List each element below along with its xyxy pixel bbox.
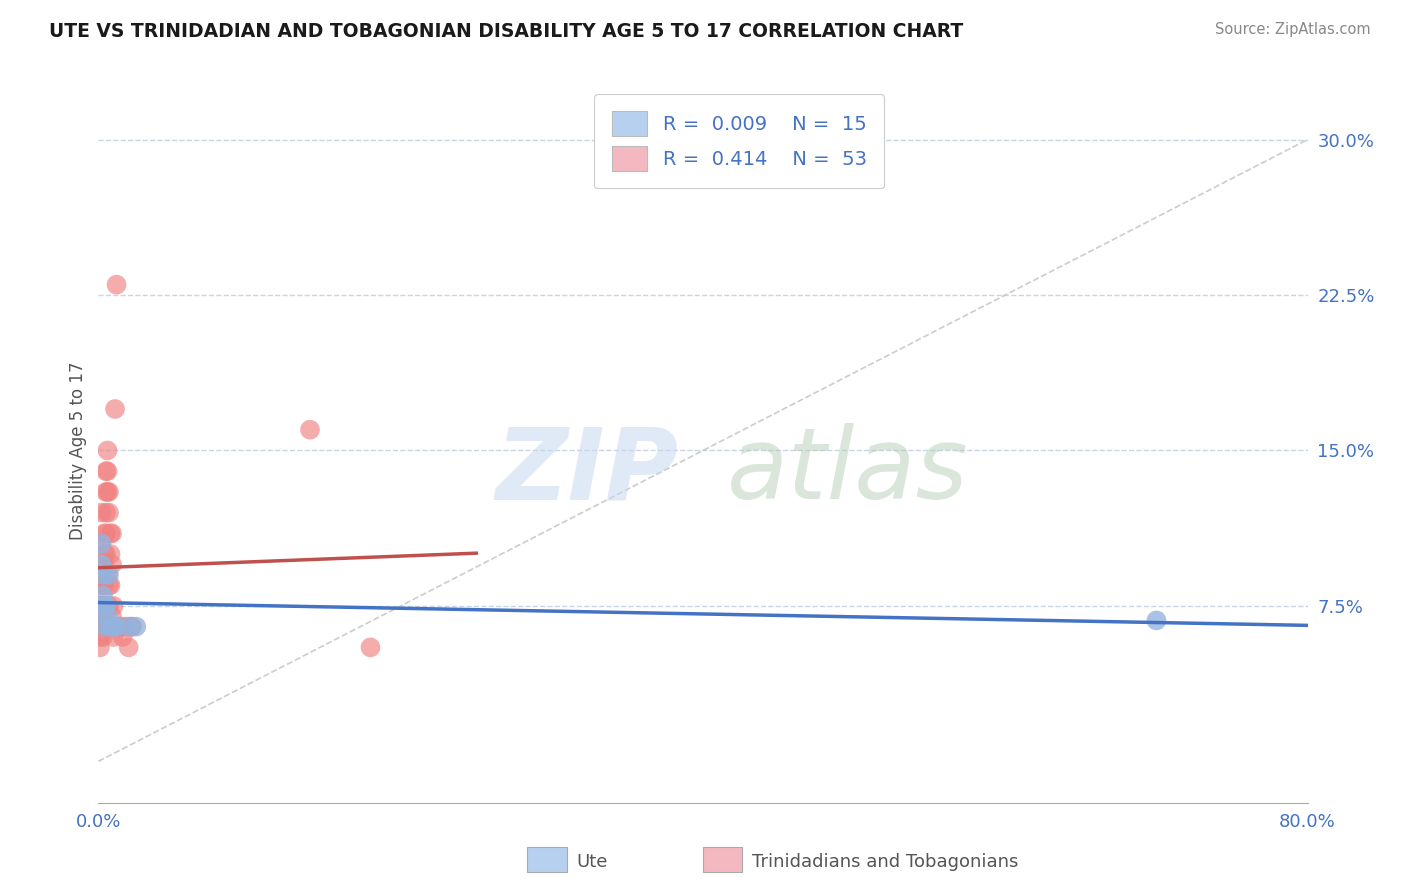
Point — [91, 567, 114, 582]
Point — [94, 526, 117, 541]
Point — [90, 506, 112, 520]
Point — [94, 547, 117, 561]
Point — [90, 537, 112, 551]
Point — [94, 599, 117, 613]
Point — [91, 589, 114, 603]
Point — [103, 630, 125, 644]
Point — [103, 599, 125, 613]
Point — [98, 599, 121, 613]
Point — [98, 567, 121, 582]
Point — [121, 619, 143, 633]
Point — [100, 526, 122, 541]
Point — [107, 619, 129, 633]
Legend: R =  0.009    N =  15, R =  0.414    N =  53: R = 0.009 N = 15, R = 0.414 N = 53 — [595, 94, 884, 188]
Point — [111, 630, 134, 644]
Point — [90, 558, 112, 572]
Point — [101, 526, 124, 541]
Point — [118, 619, 141, 633]
Point — [125, 619, 148, 633]
Point — [96, 443, 118, 458]
Point — [121, 619, 143, 633]
Point — [101, 609, 124, 624]
Point — [118, 640, 141, 655]
Point — [360, 640, 382, 655]
Y-axis label: Disability Age 5 to 17: Disability Age 5 to 17 — [69, 361, 87, 540]
Point — [89, 619, 111, 633]
Text: Trinidadians and Tobagonians: Trinidadians and Tobagonians — [752, 853, 1018, 871]
Point — [114, 619, 136, 633]
Point — [89, 630, 111, 644]
Point — [1144, 614, 1167, 628]
Text: UTE VS TRINIDADIAN AND TOBAGONIAN DISABILITY AGE 5 TO 17 CORRELATION CHART: UTE VS TRINIDADIAN AND TOBAGONIAN DISABI… — [49, 22, 963, 41]
Point — [101, 558, 124, 572]
Point — [94, 484, 117, 499]
Point — [91, 599, 114, 613]
Point — [100, 619, 122, 633]
Point — [98, 506, 121, 520]
Point — [94, 464, 117, 478]
Text: ZIP: ZIP — [496, 423, 679, 520]
Text: Source: ZipAtlas.com: Source: ZipAtlas.com — [1215, 22, 1371, 37]
Point — [90, 578, 112, 592]
Point — [103, 619, 125, 633]
Point — [96, 567, 118, 582]
Point — [110, 619, 132, 633]
Point — [90, 558, 112, 572]
Point — [105, 277, 128, 292]
Point — [89, 599, 111, 613]
Text: atlas: atlas — [727, 423, 969, 520]
Point — [98, 578, 121, 592]
Point — [103, 619, 125, 633]
Point — [299, 423, 322, 437]
Point — [91, 619, 114, 633]
Point — [96, 484, 118, 499]
Point — [93, 558, 115, 572]
Point — [89, 640, 111, 655]
Point — [98, 484, 121, 499]
Point — [93, 578, 115, 592]
Point — [96, 609, 118, 624]
Point — [100, 578, 122, 592]
Point — [94, 506, 117, 520]
Point — [96, 464, 118, 478]
Point — [89, 609, 111, 624]
Point — [93, 599, 115, 613]
Point — [90, 599, 112, 613]
Point — [100, 547, 122, 561]
Point — [105, 619, 128, 633]
Point — [93, 526, 115, 541]
Point — [91, 578, 114, 592]
Point — [104, 402, 127, 417]
Point — [93, 547, 115, 561]
Point — [93, 599, 115, 613]
Point — [91, 630, 114, 644]
Point — [90, 537, 112, 551]
Text: Ute: Ute — [576, 853, 607, 871]
Point — [93, 619, 115, 633]
Point — [91, 609, 114, 624]
